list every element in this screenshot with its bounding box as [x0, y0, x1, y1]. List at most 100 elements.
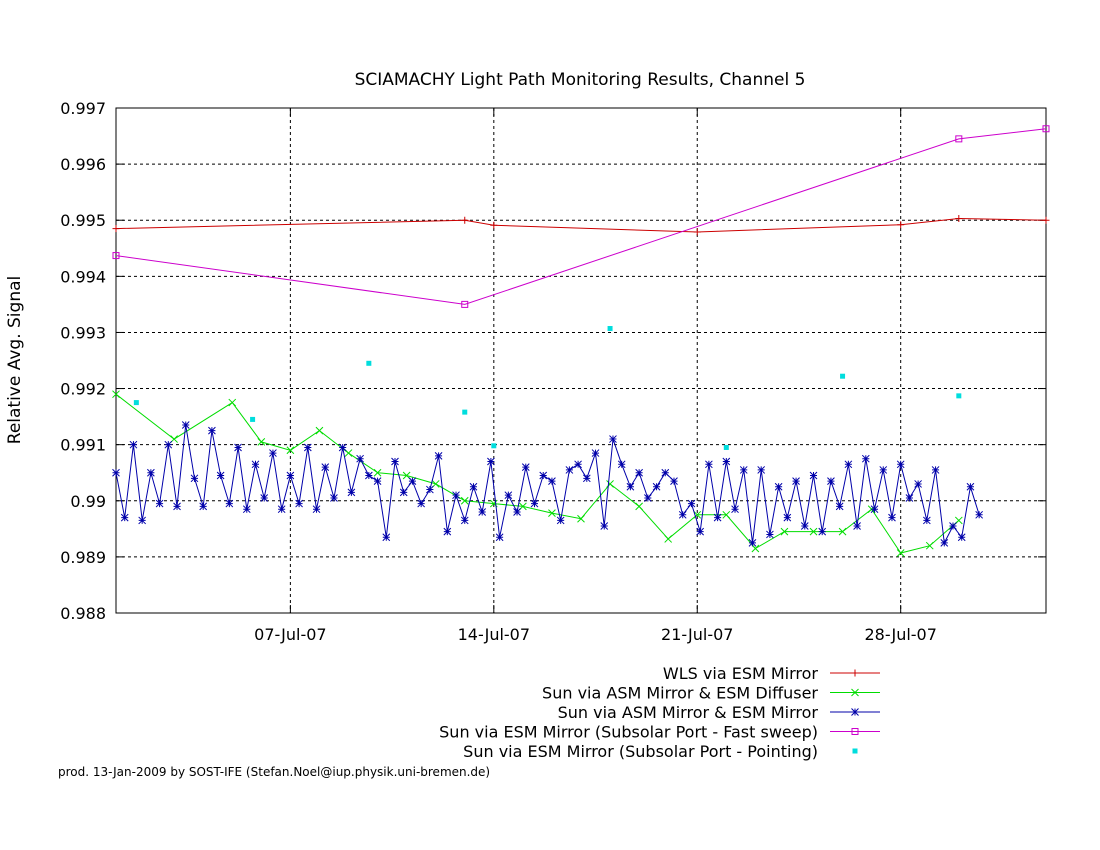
- data-point: [956, 393, 962, 399]
- plot-frame: [115, 107, 1047, 614]
- data-point: [809, 471, 818, 480]
- data-point: [687, 499, 696, 508]
- legend-label: Sun via ASM Mirror & ESM Diffuser: [542, 684, 818, 703]
- data-point: [1042, 125, 1050, 133]
- data-point: [723, 444, 729, 450]
- data-point: [925, 541, 934, 550]
- data-point: [181, 421, 190, 429]
- data-point: [879, 466, 888, 474]
- series-line: [115, 424, 980, 545]
- data-point: [269, 449, 277, 457]
- y-tick-label: 0.99: [70, 492, 106, 511]
- x-tick-label: 07-Jul-07: [254, 625, 326, 644]
- data-point: [809, 527, 818, 536]
- data-point: [582, 474, 591, 483]
- data-point: [164, 440, 173, 449]
- x-tick-label: 28-Jul-07: [864, 625, 936, 644]
- data-point: [495, 533, 504, 542]
- data-point: [766, 530, 774, 539]
- data-point: [670, 477, 678, 485]
- series-line: [115, 128, 1047, 305]
- legend-label: Sun via ESM Mirror (Subsolar Port - Fast…: [439, 723, 818, 742]
- series-2: [112, 390, 963, 557]
- data-point: [606, 480, 614, 488]
- x-tick-label: 14-Jul-07: [458, 625, 530, 644]
- series-4: [112, 125, 1050, 308]
- data-point: [286, 446, 295, 455]
- data-point: [225, 499, 234, 508]
- data-point: [295, 499, 303, 508]
- footer-text: prod. 13-Jan-2009 by SOST-IFE (Stefan.No…: [58, 765, 490, 779]
- data-point: [548, 509, 556, 517]
- data-point: [426, 485, 434, 494]
- data-point: [315, 426, 324, 435]
- data-point: [626, 482, 635, 491]
- data-point: [835, 502, 844, 511]
- data-point: [312, 505, 321, 514]
- data-point: [1042, 216, 1050, 224]
- data-point: [591, 449, 600, 457]
- data-point: [870, 505, 879, 514]
- legend-marker: [852, 748, 858, 754]
- data-point: [713, 513, 722, 522]
- legend-label: WLS via ESM Mirror: [663, 664, 819, 683]
- data-point: [373, 477, 382, 485]
- data-point: [757, 466, 766, 474]
- data-point: [490, 221, 498, 229]
- data-point: [112, 390, 120, 399]
- data-point: [635, 468, 643, 477]
- data-point: [792, 477, 800, 485]
- data-point: [678, 510, 687, 519]
- data-point: [487, 457, 495, 466]
- series-3: [112, 421, 984, 547]
- data-point: [399, 488, 408, 497]
- data-point: [133, 400, 139, 406]
- data-point: [521, 463, 530, 471]
- data-point: [853, 522, 861, 530]
- y-axis-label: Relative Avg. Signal: [5, 276, 25, 444]
- data-point: [722, 457, 731, 466]
- data-point: [896, 549, 905, 557]
- data-point: [600, 522, 609, 530]
- data-point: [577, 514, 585, 523]
- data-point: [330, 494, 338, 502]
- y-tick-label: 0.997: [60, 99, 106, 118]
- data-point: [774, 482, 783, 491]
- data-point: [491, 443, 497, 449]
- data-point: [800, 522, 809, 530]
- data-point: [147, 468, 155, 477]
- y-tick-label: 0.992: [60, 380, 106, 399]
- data-point: [897, 221, 905, 229]
- data-point: [780, 527, 789, 536]
- data-point: [286, 471, 295, 480]
- data-point: [260, 494, 269, 502]
- data-point: [696, 527, 705, 536]
- y-tick-label: 0.993: [60, 323, 106, 342]
- chart-title: SCIAMACHY Light Path Monitoring Results,…: [355, 70, 806, 90]
- y-tick-label: 0.995: [60, 211, 106, 230]
- data-point: [461, 216, 469, 224]
- data-point: [827, 477, 835, 485]
- data-point: [731, 505, 739, 514]
- data-point: [548, 477, 556, 485]
- data-point: [303, 443, 312, 452]
- y-tick-label: 0.988: [60, 604, 106, 623]
- data-point: [504, 491, 513, 500]
- data-point: [461, 300, 469, 308]
- legend-marker: [851, 728, 859, 735]
- legend-marker: [851, 669, 859, 677]
- data-point: [234, 443, 242, 452]
- data-point: [539, 471, 548, 480]
- data-point: [129, 440, 138, 449]
- y-tick-label: 0.994: [60, 267, 106, 286]
- data-point: [722, 510, 731, 519]
- data-point: [888, 513, 896, 522]
- data-point: [112, 468, 120, 477]
- data-point: [228, 398, 237, 407]
- data-point: [338, 443, 347, 452]
- data-point: [478, 508, 487, 516]
- data-point: [366, 360, 372, 366]
- data-point: [905, 494, 914, 502]
- data-point: [748, 539, 757, 547]
- data-point: [364, 471, 373, 480]
